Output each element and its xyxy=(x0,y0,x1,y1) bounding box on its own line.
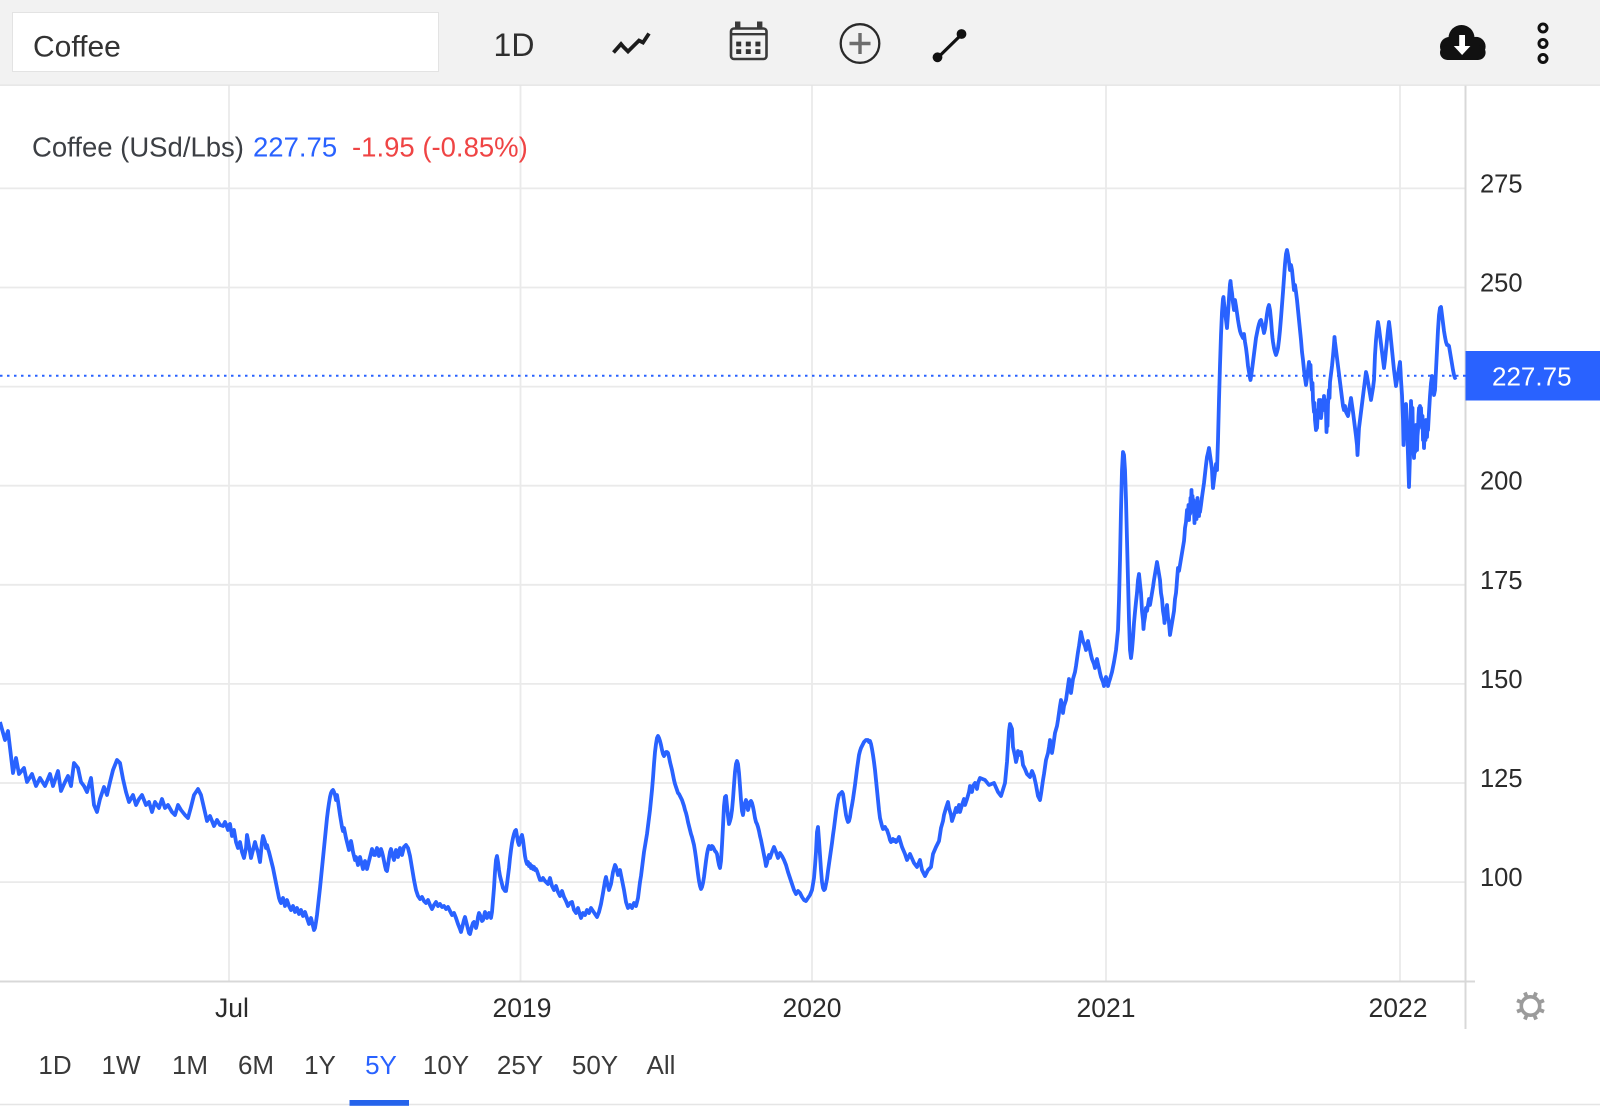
svg-text:All: All xyxy=(647,1050,676,1080)
svg-text:25Y: 25Y xyxy=(497,1050,543,1080)
svg-text:227.75: 227.75 xyxy=(1492,362,1572,392)
svg-text:125: 125 xyxy=(1480,765,1523,793)
svg-text:50Y: 50Y xyxy=(572,1050,618,1080)
svg-text:1D: 1D xyxy=(494,27,535,63)
svg-text:227.75: 227.75 xyxy=(253,132,337,163)
svg-text:-1.95 (-0.85%): -1.95 (-0.85%) xyxy=(352,132,528,163)
svg-text:2019: 2019 xyxy=(493,993,552,1023)
svg-text:1M: 1M xyxy=(172,1050,208,1080)
svg-text:2020: 2020 xyxy=(783,993,842,1023)
svg-text:Coffee: Coffee xyxy=(33,31,121,64)
svg-text:5Y: 5Y xyxy=(365,1050,397,1080)
svg-text:200: 200 xyxy=(1480,468,1523,496)
svg-text:10Y: 10Y xyxy=(423,1050,469,1080)
svg-text:250: 250 xyxy=(1480,270,1523,298)
svg-text:2021: 2021 xyxy=(1077,993,1136,1023)
svg-text:2022: 2022 xyxy=(1369,993,1428,1023)
svg-text:Jul: Jul xyxy=(215,993,249,1023)
svg-text:150: 150 xyxy=(1480,666,1523,694)
svg-text:1Y: 1Y xyxy=(304,1050,336,1080)
svg-text:Coffee (USd/Lbs): Coffee (USd/Lbs) xyxy=(32,132,244,163)
svg-text:6M: 6M xyxy=(238,1050,274,1080)
svg-text:1W: 1W xyxy=(102,1050,141,1080)
svg-text:100: 100 xyxy=(1480,864,1523,892)
svg-text:175: 175 xyxy=(1480,567,1523,595)
svg-text:275: 275 xyxy=(1480,170,1523,198)
svg-text:1D: 1D xyxy=(38,1050,71,1080)
